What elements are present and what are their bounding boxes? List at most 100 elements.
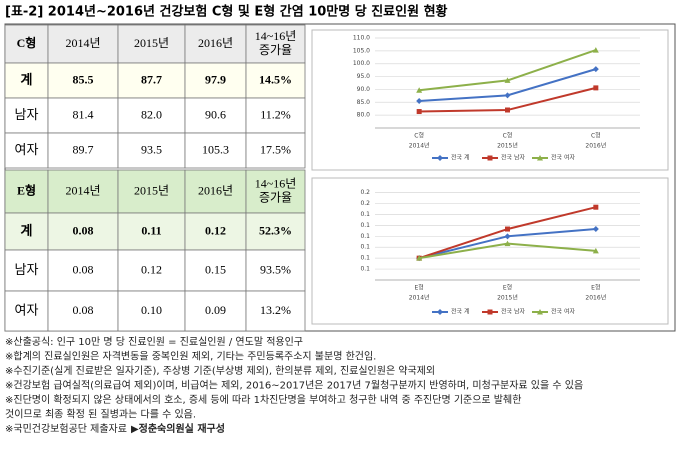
legend-label: 전국 남자 <box>501 154 525 162</box>
legend-marker <box>537 155 543 161</box>
legend-label: 전국 여자 <box>551 308 575 316</box>
marker <box>593 204 599 210</box>
header-cell-text: 2015년 <box>134 183 169 197</box>
x-tick-label: C형 <box>591 132 601 140</box>
legend-label: 전국 남자 <box>501 308 525 316</box>
table-cell <box>47 24 119 64</box>
y-tick-label: 95.0 <box>357 73 371 80</box>
header-cell-text: 증가율 <box>259 43 292 57</box>
table-cell <box>47 212 119 251</box>
cell-text: 0.15 <box>205 262 226 276</box>
y-tick-label: 0.1 <box>360 222 370 229</box>
cell-text: 82.0 <box>141 107 162 121</box>
y-tick-label: 0.1 <box>360 211 370 218</box>
note: 것이므로 최종 확정 된 질병과는 다를 수 있음. <box>5 409 196 421</box>
cell-text: 93.5 <box>141 142 162 156</box>
header-cell-text: 증가율 <box>259 190 292 204</box>
cell-text: 11.2% <box>260 107 291 121</box>
table-cell <box>117 290 186 332</box>
cell-text: 14.5% <box>259 72 292 86</box>
x-tick-sublabel: 2015년 <box>497 294 518 302</box>
y-tick-label: 0.1 <box>360 266 370 273</box>
table-cell <box>117 249 186 292</box>
table-cell <box>117 97 186 134</box>
x-tick-label: E형 <box>591 284 600 292</box>
y-tick-label: 100.0 <box>353 60 370 67</box>
cell-text: 52.3% <box>259 223 292 237</box>
cell-text: 85.5 <box>73 72 94 86</box>
cell-text: 13.2% <box>260 303 291 317</box>
table-cell <box>47 132 119 169</box>
table-cell <box>184 290 247 332</box>
y-tick-label: 110.0 <box>353 35 370 42</box>
cell-text: 0.08 <box>73 303 94 317</box>
cell-text: 90.6 <box>205 107 226 121</box>
table-cell <box>245 212 306 251</box>
cell-text: 여자 <box>15 143 39 158</box>
cell-text: 남자 <box>15 263 39 278</box>
table-cell <box>184 212 247 251</box>
table-cell <box>184 24 247 64</box>
cell-text: 89.7 <box>73 142 94 156</box>
legend-label: 전국 계 <box>451 308 469 316</box>
table-cell <box>47 290 119 332</box>
table-cell <box>245 290 306 332</box>
table-cell <box>47 62 119 99</box>
legend-marker <box>537 309 543 315</box>
marker <box>416 109 422 115</box>
table-cell <box>184 132 247 169</box>
table-cell <box>184 62 247 99</box>
y-tick-label: 0.2 <box>360 200 370 207</box>
table-cell <box>245 132 306 169</box>
header-cell-text: 2014년 <box>65 36 100 50</box>
header-cell-text: 2016년 <box>198 36 233 50</box>
table-cell <box>184 169 247 214</box>
y-tick-label: 0.2 <box>360 189 370 196</box>
table-cell <box>47 97 119 134</box>
cell-text: 남자 <box>15 108 39 123</box>
cell-text: 87.7 <box>141 72 162 86</box>
marker <box>593 85 599 91</box>
cell-text: 계 <box>21 73 33 88</box>
cell-text: 105.3 <box>202 142 229 156</box>
header-cell-text: 2016년 <box>198 183 233 197</box>
table-cell <box>117 212 186 251</box>
marker <box>416 255 423 261</box>
header-cell-text: 14~16년 <box>255 176 297 190</box>
legend-marker <box>437 309 443 315</box>
cell-text: 97.9 <box>205 72 226 86</box>
marker <box>504 240 511 247</box>
note: ※진단명이 확정되지 않은 상태에서의 호소, 증세 등에 따라 1차진단명을 … <box>5 393 521 406</box>
x-tick-label: C형 <box>414 132 424 140</box>
table-cell <box>184 97 247 134</box>
x-tick-sublabel: 2016년 <box>585 142 606 150</box>
marker <box>592 247 599 254</box>
note: ※수진기준(실게 진료받은 일자기준), 주상병 기준(부상병 제외), 한의분… <box>5 365 435 377</box>
note: ※건강보험 급여실적(의료급여 제외)이며, 비급여는 제외, 2016~201… <box>5 379 583 392</box>
cell-text: 0.09 <box>205 303 226 317</box>
header-cell-text: E형 <box>17 182 36 197</box>
legend-marker <box>487 309 493 315</box>
marker <box>416 87 423 93</box>
header-cell-text: 14~16년 <box>255 29 297 43</box>
cell-text: 0.12 <box>205 223 226 237</box>
table-cell <box>117 62 186 99</box>
x-tick-label: E형 <box>415 284 424 292</box>
y-tick-label: 90.0 <box>357 86 371 93</box>
y-tick-label: 85.0 <box>357 99 371 106</box>
legend-label: 전국 여자 <box>551 154 575 162</box>
cell-text: 17.5% <box>260 142 291 156</box>
table-cell <box>245 169 306 214</box>
table-cell <box>245 97 306 134</box>
chart-box <box>311 29 669 171</box>
y-tick-label: 0.1 <box>360 233 370 240</box>
marker <box>504 92 511 99</box>
cell-text: 0.11 <box>141 223 161 237</box>
table-cell <box>245 62 306 99</box>
table-cell <box>117 132 186 169</box>
cell-text: 0.10 <box>141 303 162 317</box>
marker <box>504 77 511 83</box>
cell-text: 계 <box>21 224 33 239</box>
note: ※합계의 진료실인원은 자격변동을 중복인원 제외, 기타는 주민등록주소지 불… <box>5 350 376 363</box>
